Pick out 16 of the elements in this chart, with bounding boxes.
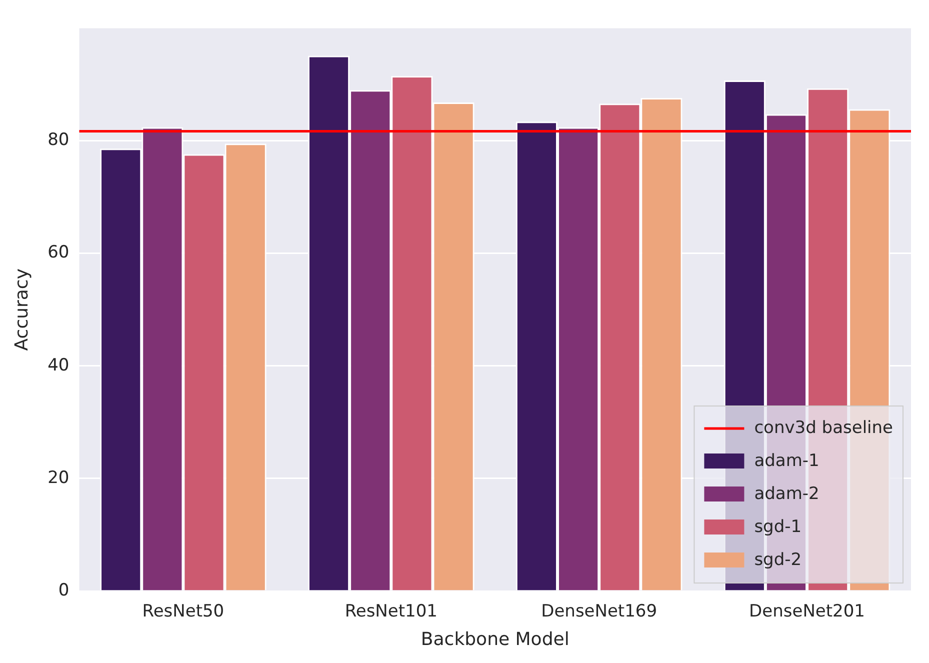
y-tick-label: 40: [48, 355, 70, 376]
legend-label: adam-2: [754, 484, 820, 504]
legend-label: sgd-2: [754, 550, 802, 570]
x-tick-label: ResNet101: [344, 602, 438, 622]
x-tick-label: DenseNet169: [541, 602, 658, 622]
y-axis-title: Accuracy: [11, 268, 32, 351]
x-tick-label: DenseNet201: [749, 602, 865, 622]
legend-label: sgd-1: [754, 516, 802, 537]
x-axis-title: Backbone Model: [420, 628, 570, 650]
x-tick-label: ResNet50: [142, 602, 224, 622]
y-tick-label: 60: [48, 242, 70, 263]
y-tick-label: 20: [48, 468, 70, 488]
y-tick-label: 0: [58, 580, 70, 600]
y-tick-label: 80: [48, 130, 70, 150]
legend-label: adam-1: [754, 450, 820, 471]
legend-label: conv3d baseline: [754, 418, 894, 438]
